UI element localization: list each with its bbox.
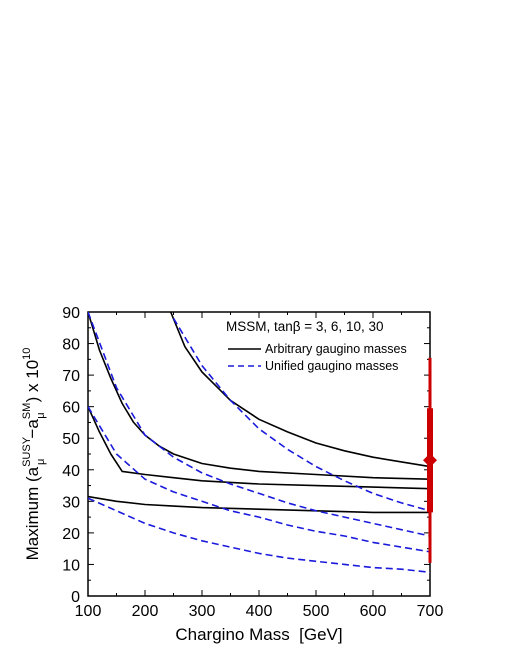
measurement-central-marker (423, 453, 437, 468)
y-axis-label: Maximum (aSUSY μ−aSM μ) x 1010 (21, 348, 47, 561)
x-tick-label: 100 (75, 603, 102, 620)
unified-curve-6 (88, 312, 430, 537)
axis-ticks: 100 200 300 400 500 600 700 0 10 20 30 40 50 60 70 80 90 (62, 305, 443, 620)
y-tick-label: 60 (62, 400, 80, 417)
y-axis-title: Maximum (aSUSY μ−aSM μ) x 1010 (21, 348, 47, 561)
x-tick-label: 400 (246, 603, 273, 620)
plot-area: 100 200 300 400 500 600 700 0 10 20 30 40 50 60 70 80 90 (62, 305, 443, 620)
unified-curve-5 (172, 317, 430, 512)
series-layer (88, 312, 430, 574)
x-tick-label: 600 (360, 603, 387, 620)
unified-curve-8 (88, 497, 430, 574)
x-tick-label: 500 (303, 603, 330, 620)
arbitrary-curve-1 (169, 312, 430, 468)
legend-title: MSSM, tanβ = 3, 6, 10, 30 (226, 319, 383, 334)
x-tick-label: 700 (417, 603, 444, 620)
x-tick-label: 200 (132, 603, 159, 620)
y-tick-label: 90 (62, 305, 80, 322)
y-tick-label: 10 (62, 557, 80, 574)
unified-curve-7 (88, 406, 430, 553)
x-axis-label: Chargino Mass [GeV] (175, 625, 342, 644)
x-tick-label: 300 (189, 603, 216, 620)
y-tick-label: 40 (62, 463, 80, 480)
y-tick-label: 30 (62, 494, 80, 511)
y-tick-label: 70 (62, 368, 80, 385)
legend: MSSM, tanβ = 3, 6, 10, 30 Arbitrary gaug… (226, 319, 407, 373)
y-tick-label: 50 (62, 431, 80, 448)
measurement-band (423, 357, 437, 563)
legend-label-unified: Unified gaugino masses (265, 359, 398, 373)
arbitrary-curve-4 (88, 495, 430, 514)
arbitrary-curve-3 (88, 406, 430, 490)
y-tick-label: 80 (62, 337, 80, 354)
y-tick-label: 20 (62, 526, 80, 543)
arbitrary-curve-2 (88, 312, 430, 480)
legend-label-arbitrary: Arbitrary gaugino masses (265, 342, 407, 356)
y-tick-label: 0 (71, 589, 80, 606)
